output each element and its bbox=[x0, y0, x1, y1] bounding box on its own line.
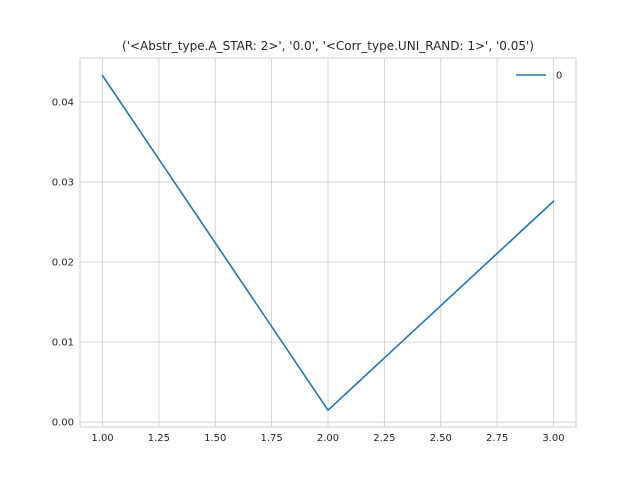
x-tick-label: 1.25 bbox=[148, 433, 170, 444]
x-tick-label: 2.25 bbox=[373, 433, 395, 444]
x-tick-label: 2.00 bbox=[317, 433, 339, 444]
y-tick-label: 0.02 bbox=[52, 258, 74, 269]
plot-frame bbox=[79, 57, 577, 428]
y-tick-label: 0.01 bbox=[52, 338, 74, 349]
legend: 0 bbox=[516, 71, 562, 82]
y-ticks: 0.00 0.01 0.02 0.03 0.04 bbox=[52, 98, 74, 429]
y-tick-label: 0.03 bbox=[52, 178, 74, 189]
x-tick-label: 1.75 bbox=[261, 433, 283, 444]
chart-title: ('<Abstr_type.A_STAR: 2>', '0.0', '<Corr… bbox=[122, 39, 534, 53]
series-line-0 bbox=[101, 74, 555, 411]
y-tick-label: 0.00 bbox=[52, 418, 74, 429]
x-tick-label: 2.50 bbox=[430, 433, 452, 444]
x-tick-label: 1.00 bbox=[91, 433, 113, 444]
legend-label: 0 bbox=[556, 71, 562, 82]
x-tick-label: 1.50 bbox=[204, 433, 226, 444]
series-layer bbox=[101, 74, 555, 411]
x-tick-label: 2.75 bbox=[486, 433, 508, 444]
x-ticks: 1.00 1.25 1.50 1.75 2.00 2.25 2.50 2.75 3.00 bbox=[91, 433, 564, 444]
y-tick-label: 0.04 bbox=[52, 98, 74, 109]
axes bbox=[79, 57, 577, 428]
grid bbox=[80, 58, 576, 427]
x-tick-label: 3.00 bbox=[542, 433, 564, 444]
